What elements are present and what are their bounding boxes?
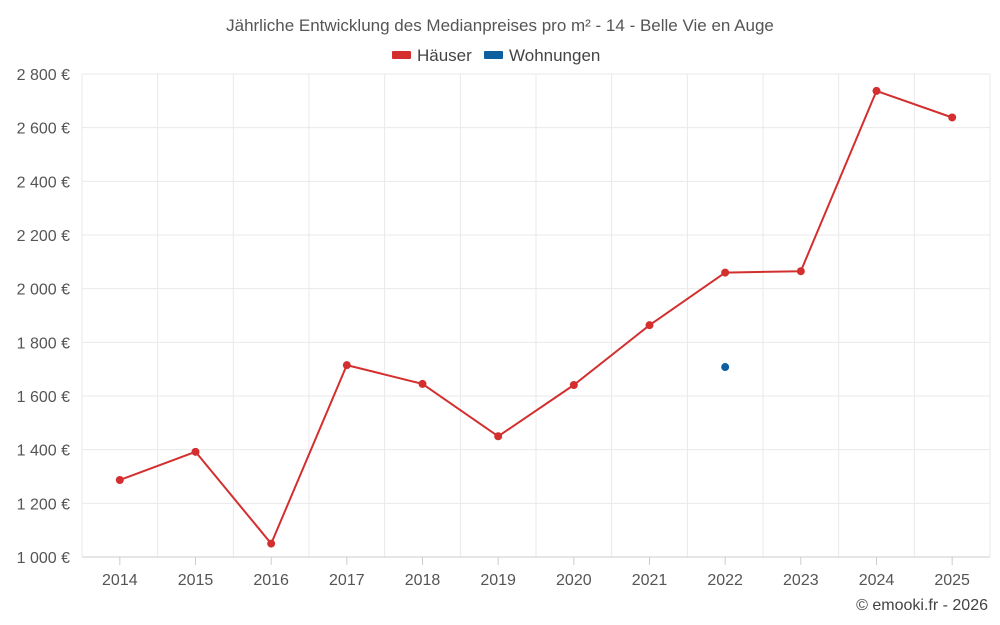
legend-item-haeuser[interactable]: Häuser — [392, 46, 472, 65]
x-tick-label: 2017 — [329, 572, 365, 589]
x-axis: 2014 2015 2016 2017 2018 2019 2020 2021 2022 2023… — [82, 556, 990, 589]
data-point-haeuser[interactable] — [645, 321, 654, 330]
legend: Häuser Wohnungen — [392, 46, 600, 65]
y-tick-label: 1 200 € — [17, 496, 70, 513]
data-point-haeuser[interactable] — [342, 361, 351, 370]
x-tick-label: 2018 — [405, 572, 441, 589]
x-tick-label: 2020 — [556, 572, 592, 589]
legend-item-wohnungen[interactable]: Wohnungen — [484, 46, 600, 65]
y-tick-label: 1 800 € — [17, 335, 70, 352]
x-tick-label: 2019 — [480, 572, 516, 589]
y-tick-label: 1 000 € — [17, 550, 70, 567]
data-point-haeuser[interactable] — [115, 475, 124, 484]
series-layer — [115, 86, 957, 548]
x-tick-label: 2021 — [632, 572, 668, 589]
legend-label-haeuser: Häuser — [417, 46, 472, 65]
y-axis: 1 000 € 1 200 € 1 400 € 1 600 € 1 800 € 2 000… — [17, 67, 70, 567]
data-point-haeuser[interactable] — [872, 86, 881, 95]
credit-text: © emooki.fr - 2026 — [856, 597, 988, 614]
y-tick-label: 1 400 € — [17, 443, 70, 460]
y-tick-label: 2 400 € — [17, 174, 70, 191]
x-tick-label: 2025 — [934, 572, 970, 589]
x-tick-label: 2016 — [253, 572, 289, 589]
data-point-haeuser[interactable] — [796, 267, 805, 276]
data-point-haeuser[interactable] — [948, 113, 957, 122]
x-tick-label: 2014 — [102, 572, 138, 589]
y-tick-label: 2 200 € — [17, 228, 70, 245]
legend-label-wohnungen: Wohnungen — [509, 46, 600, 65]
x-tick-label: 2015 — [178, 572, 214, 589]
legend-swatch-haeuser — [392, 51, 411, 59]
x-tick-label: 2023 — [783, 572, 819, 589]
chart-title: Jährliche Entwicklung des Medianpreises … — [226, 16, 774, 35]
grid — [81, 73, 991, 558]
data-point-haeuser[interactable] — [721, 268, 730, 277]
data-point-haeuser[interactable] — [191, 447, 200, 456]
y-tick-label: 2 800 € — [17, 67, 70, 84]
legend-swatch-wohnungen — [484, 51, 503, 59]
y-tick-label: 2 600 € — [17, 121, 70, 138]
data-point-wohnungen[interactable] — [721, 363, 730, 372]
x-tick-label: 2024 — [859, 572, 895, 589]
y-tick-label: 1 600 € — [17, 389, 70, 406]
y-tick-label: 2 000 € — [17, 282, 70, 299]
data-point-haeuser[interactable] — [494, 432, 503, 441]
x-tick-label: 2022 — [707, 572, 743, 589]
data-point-haeuser[interactable] — [569, 380, 578, 389]
data-point-haeuser[interactable] — [267, 539, 276, 548]
series-line-haeuser — [119, 89, 953, 545]
data-point-haeuser[interactable] — [418, 379, 427, 388]
